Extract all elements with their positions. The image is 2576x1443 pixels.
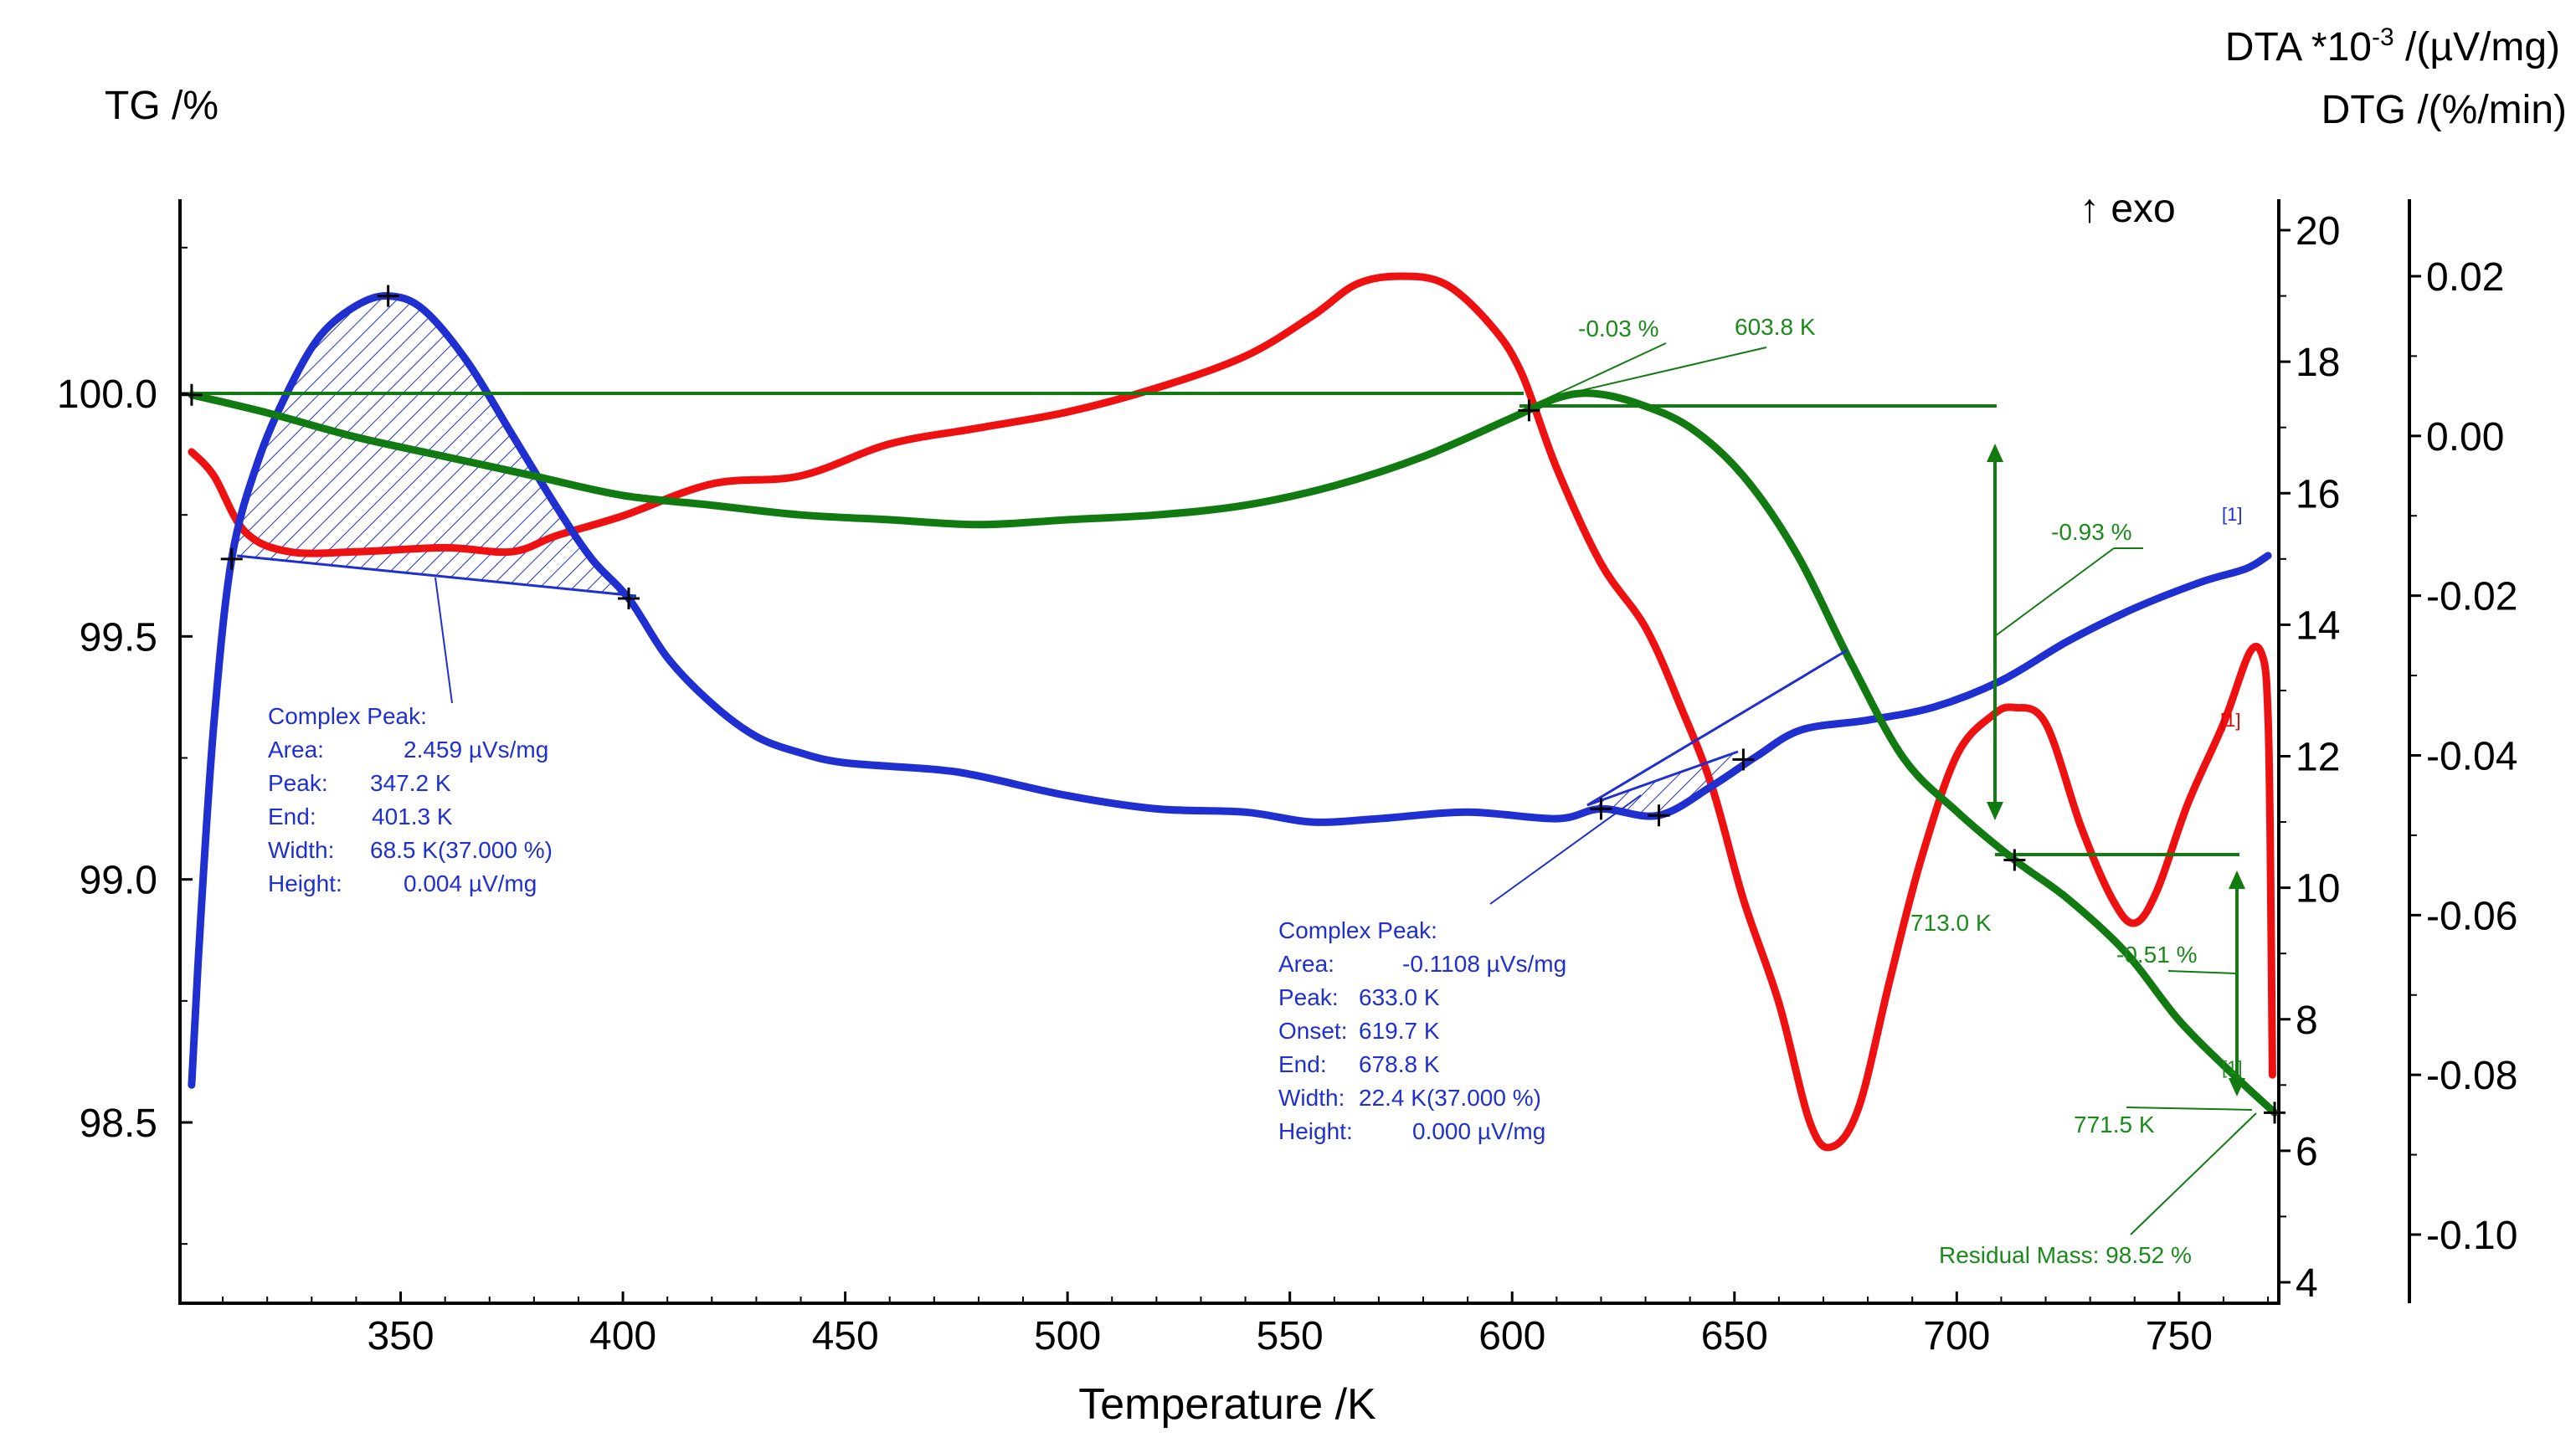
tg-step2-arrow-down-head bbox=[1987, 802, 2003, 820]
peak-box-2-value: 22.4 K(37.000 %) bbox=[1359, 1085, 1541, 1111]
dta-tick-label: 4 bbox=[2296, 1261, 2318, 1306]
dta-axis-title-main: DTA *10 bbox=[2225, 25, 2372, 69]
peak-box-2-label: Onset: bbox=[1278, 1018, 1347, 1044]
tg-step2-temp: 713.0 K bbox=[1910, 910, 1992, 936]
dta-curve bbox=[188, 292, 2272, 1089]
dtg-tick-label: -0.10 bbox=[2426, 1214, 2517, 1258]
peak-box-2-label: Width: bbox=[1278, 1085, 1345, 1111]
peak-box-1-value: 2.459 µVs/mg bbox=[404, 737, 548, 763]
dta-tick-label: 14 bbox=[2296, 603, 2340, 648]
tg-tick-label: 98.5 bbox=[80, 1102, 157, 1146]
dta-axis-title: DTA *10-3 /(µV/mg) bbox=[2225, 23, 2560, 69]
peak-area-1-hatch bbox=[231, 295, 636, 598]
tg-step2-leader bbox=[1994, 547, 2115, 637]
dta-tick-label: 20 bbox=[2296, 209, 2340, 254]
peak-1-leader bbox=[434, 577, 453, 704]
dtg-tick-label: -0.04 bbox=[2426, 735, 2517, 779]
peak-2-baseline bbox=[1586, 750, 1739, 807]
residual-leader bbox=[2130, 1112, 2257, 1235]
peak-box-2-value: 619.7 K bbox=[1359, 1018, 1440, 1044]
peak-box-1-value: 68.5 K(37.000 %) bbox=[370, 837, 553, 863]
peak-box-1-label: Height: bbox=[268, 870, 342, 896]
tg-tick-label: 99.0 bbox=[80, 859, 157, 903]
peak-box-1-label: End: bbox=[268, 804, 316, 829]
peak-box-1-value: 401.3 K bbox=[372, 804, 453, 829]
tg-step1-leader1 bbox=[1546, 342, 1667, 399]
peak-box-2-value: -0.1108 µVs/mg bbox=[1402, 951, 1566, 977]
peak-2-extension bbox=[1586, 649, 1848, 807]
peak-box-2-label: Peak: bbox=[1278, 984, 1339, 1010]
dtg-tick-label: -0.06 bbox=[2426, 894, 2517, 938]
dta-tick-label: 16 bbox=[2296, 472, 2340, 516]
tg-step3-arrow-up-head bbox=[2229, 870, 2245, 889]
dta-ticks: 20 18 16 14 12 10 8 6 4 bbox=[2279, 209, 2340, 1306]
x-tick-label: 650 bbox=[1701, 1314, 1768, 1358]
blue-end-marker: [1] bbox=[2222, 504, 2242, 525]
peak-box-2-label: Height: bbox=[1278, 1118, 1353, 1144]
tg-curve bbox=[188, 389, 2279, 1117]
peak-box-1-label: Area: bbox=[268, 737, 324, 763]
red-end-marker: [1] bbox=[2220, 710, 2240, 731]
x-tick-label: 700 bbox=[1923, 1314, 1990, 1358]
peak-box-1-title: Complex Peak: bbox=[268, 703, 427, 729]
peak-box-2-title: Complex Peak: bbox=[1278, 917, 1437, 943]
x-tick-label: 450 bbox=[812, 1314, 879, 1358]
x-tick-label: 550 bbox=[1257, 1314, 1324, 1358]
dta-tick-label: 8 bbox=[2296, 999, 2318, 1043]
tg-axis-title: TG /% bbox=[105, 84, 219, 128]
tg-tick-label: 100.0 bbox=[57, 372, 157, 417]
green-end-marker: [1] bbox=[2222, 1057, 2242, 1078]
tg-step3-leader bbox=[2167, 970, 2236, 974]
peak-box-2-value: 633.0 K bbox=[1359, 984, 1440, 1010]
peak-box-2-label: Area: bbox=[1278, 951, 1334, 977]
exo-label: ↑ exo bbox=[2080, 187, 2176, 231]
peak-box-2-value: 0.000 µV/mg bbox=[1412, 1118, 1545, 1144]
x-tick-label: 350 bbox=[367, 1314, 434, 1358]
dtg-tick-label: -0.02 bbox=[2426, 575, 2517, 619]
tg-step2-arrow-up-head bbox=[1987, 444, 2003, 462]
tg-step2-pct: -0.93 % bbox=[2051, 519, 2132, 545]
peak-2-leader bbox=[1489, 794, 1642, 905]
dtg-curve bbox=[188, 272, 2276, 1152]
x-tick-label: 750 bbox=[2146, 1314, 2213, 1358]
dta-axis-title-sup: -3 bbox=[2372, 23, 2394, 51]
tg-step3-arrow-down-head bbox=[2229, 1078, 2245, 1096]
peak-box-1-label: Peak: bbox=[268, 770, 328, 796]
x-tick-label: 600 bbox=[1478, 1314, 1545, 1358]
peak-1-baseline bbox=[236, 554, 637, 598]
peak-box-2-value: 678.8 K bbox=[1359, 1051, 1440, 1077]
residual-mass: Residual Mass: 98.52 % bbox=[1939, 1242, 2192, 1268]
dta-tick-label: 18 bbox=[2296, 341, 2340, 385]
peak-box-1-value: 0.004 µV/mg bbox=[404, 870, 537, 896]
peak-box-1-label: Width: bbox=[268, 837, 334, 863]
x-tick-label: 500 bbox=[1034, 1314, 1101, 1358]
dta-tick-label: 10 bbox=[2296, 867, 2340, 912]
peak-area-2-hatch bbox=[1587, 752, 1738, 816]
dta-axis-title-tail: /(µV/mg) bbox=[2394, 25, 2560, 69]
curve-markers bbox=[180, 285, 2286, 1124]
peak-box-2-label: End: bbox=[1278, 1051, 1327, 1077]
tg-step3-temp: 771.5 K bbox=[2074, 1112, 2155, 1137]
peak-box-1: Complex Peak: Area: 2.459 µVs/mg Peak: 3… bbox=[268, 703, 553, 896]
dtg-ticks: 0.02 0.00 -0.02 -0.04 -0.06 -0.08 -0.10 bbox=[2409, 255, 2517, 1258]
x-tick-label: 400 bbox=[589, 1314, 656, 1358]
dtg-tick-label: 0.00 bbox=[2426, 415, 2504, 460]
dta-tick-label: 6 bbox=[2296, 1130, 2318, 1174]
tg-step1-pct: -0.03 % bbox=[1578, 316, 1659, 341]
dta-tick-label: 12 bbox=[2296, 736, 2340, 780]
tg-step3-temp-leader bbox=[2126, 1107, 2253, 1111]
x-ticks: 350 400 450 500 550 600 650 700 750 bbox=[222, 1292, 2270, 1358]
tg-step1-leader2 bbox=[1546, 347, 1767, 399]
peak-box-1-value: 347.2 K bbox=[370, 770, 451, 796]
tg-tick-label: 99.5 bbox=[80, 615, 157, 660]
tg-step1-temp: 603.8 K bbox=[1735, 314, 1816, 340]
dtg-tick-label: -0.08 bbox=[2426, 1054, 2517, 1098]
tg-ticks: 100.0 99.5 99.0 98.5 bbox=[57, 246, 193, 1245]
peak-box-2: Complex Peak: Area: -0.1108 µVs/mg Peak:… bbox=[1278, 917, 1566, 1144]
tg-step3-pct: -0.51 % bbox=[2116, 942, 2198, 968]
dtg-axis-title: DTG /(%/min) bbox=[2321, 88, 2567, 132]
dtg-tick-label: 0.02 bbox=[2426, 255, 2504, 300]
x-axis-title: Temperature /K bbox=[1078, 1380, 1376, 1429]
